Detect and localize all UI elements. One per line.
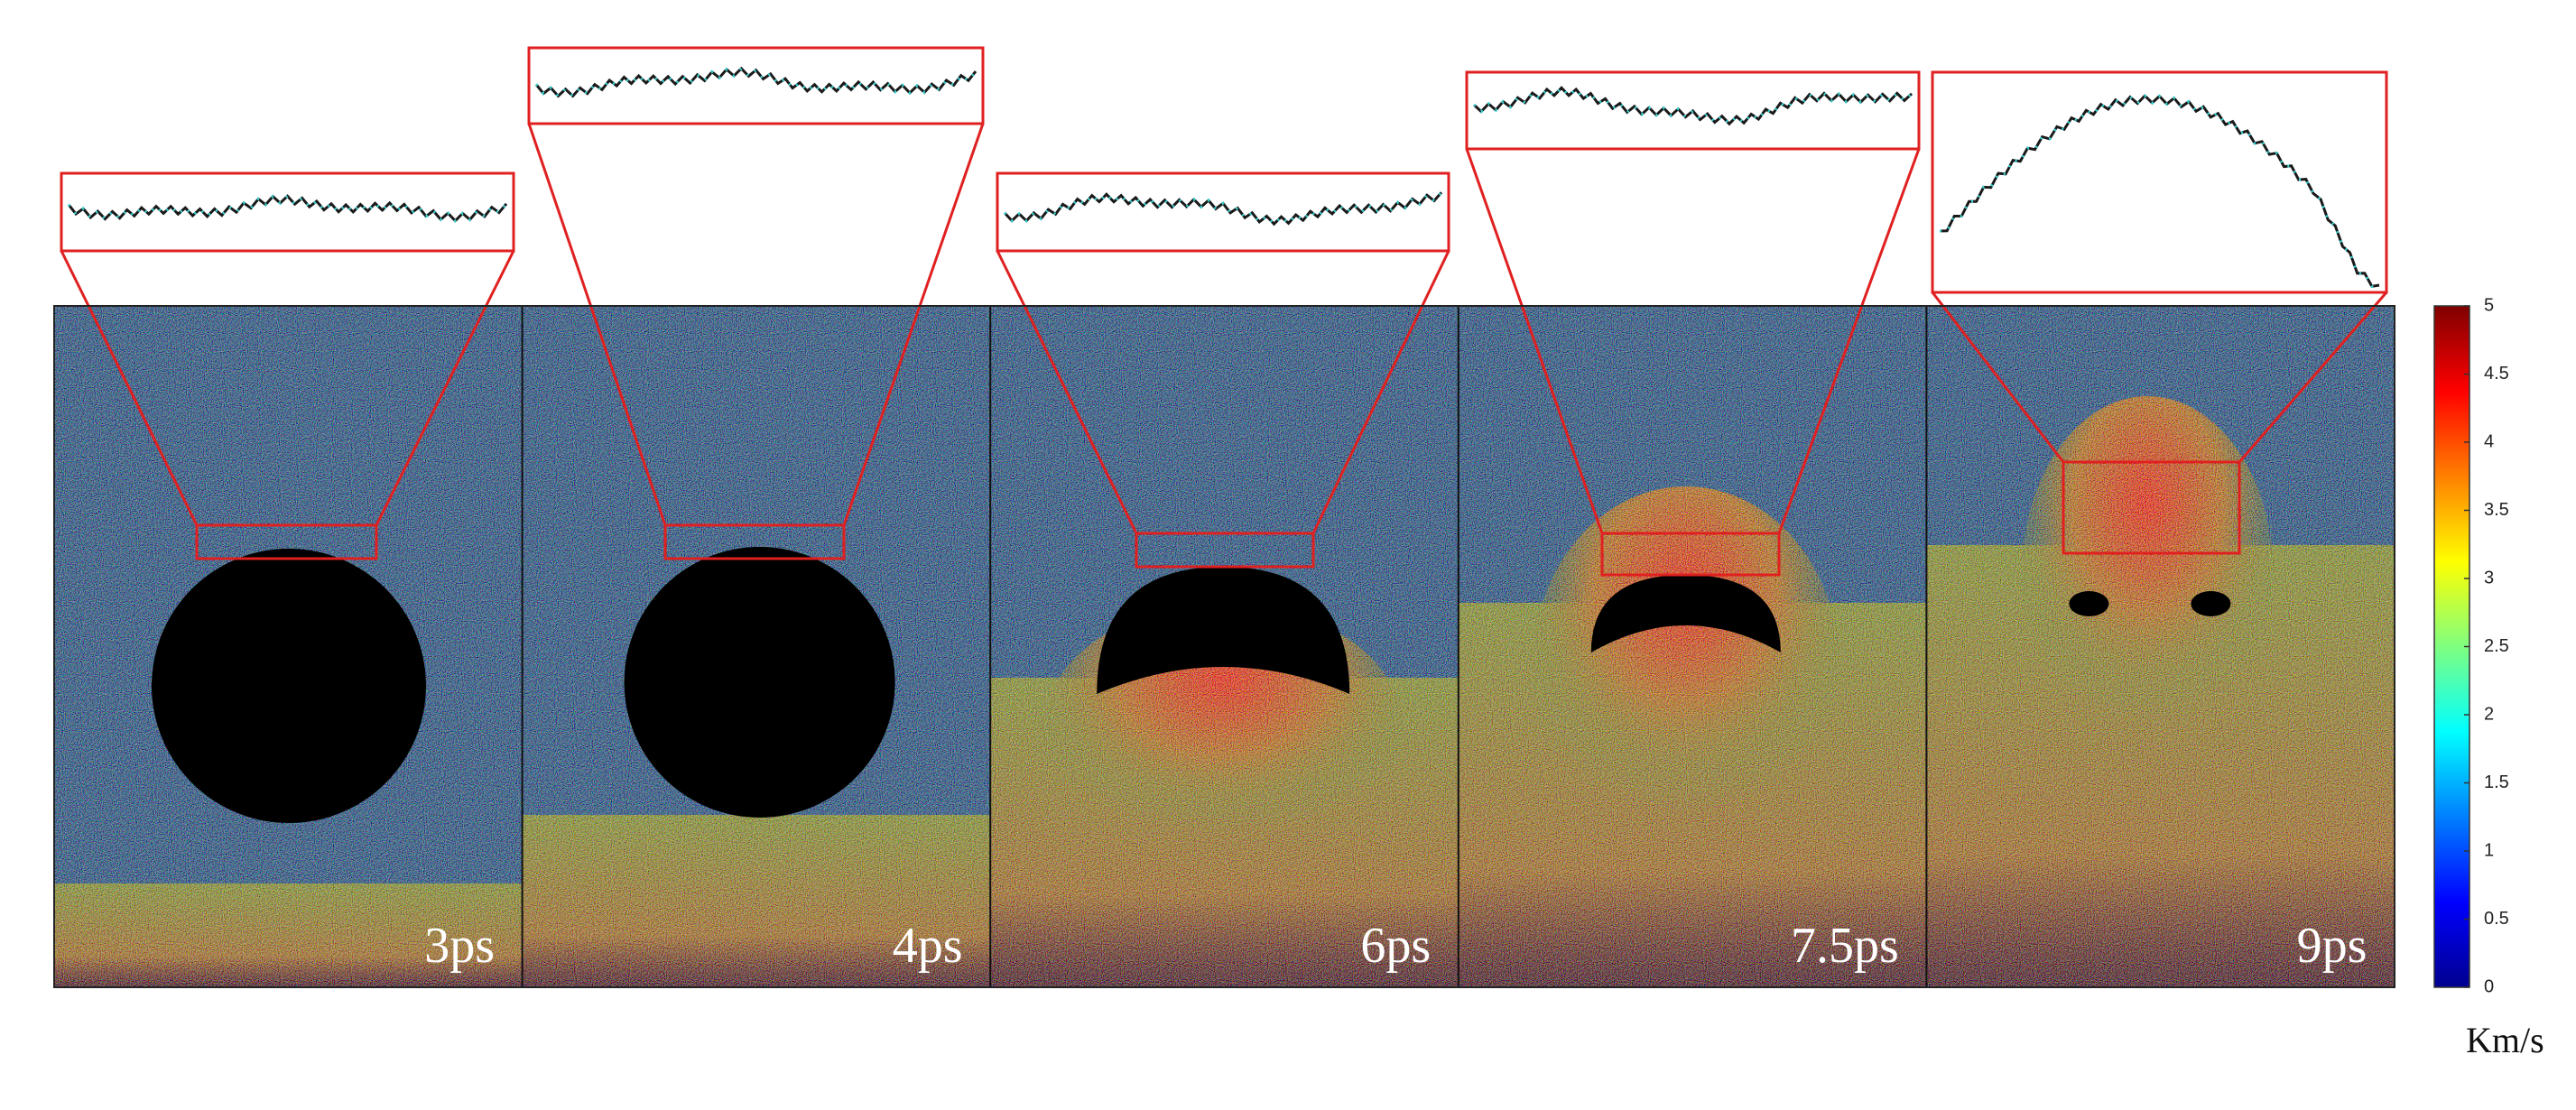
zoom-line bbox=[996, 250, 1138, 534]
colorbar-tick-label: 4.5 bbox=[2484, 364, 2509, 384]
zoom-box bbox=[2062, 460, 2241, 555]
colorbar-tick-label: 0 bbox=[2484, 976, 2494, 996]
shock-region bbox=[522, 815, 991, 987]
colorbar-tick-label: 1.5 bbox=[2484, 772, 2509, 792]
time-label: 4ps bbox=[893, 918, 963, 974]
panel: 4ps bbox=[521, 306, 991, 987]
colorbar-tick-label: 2 bbox=[2484, 704, 2494, 724]
time-label: 3ps bbox=[424, 918, 495, 974]
inset bbox=[1931, 70, 2388, 294]
colorbar bbox=[2433, 305, 2470, 988]
colorbar-tick-label: 2.5 bbox=[2484, 636, 2509, 656]
zoom-line bbox=[375, 250, 515, 526]
zoom-line bbox=[842, 123, 985, 526]
time-label: 6ps bbox=[1360, 918, 1431, 974]
zoom-line bbox=[2238, 291, 2388, 463]
void-bit bbox=[2069, 591, 2109, 616]
colorbar-tick-label: 4 bbox=[2484, 431, 2494, 451]
inset bbox=[60, 171, 515, 253]
void bbox=[152, 549, 426, 823]
zoom-box bbox=[1600, 532, 1781, 577]
zoom-box bbox=[195, 523, 378, 560]
colorbar-tick-label: 3.5 bbox=[2484, 500, 2509, 520]
panel: 9ps bbox=[1925, 306, 2395, 987]
time-label: 9ps bbox=[2297, 918, 2368, 974]
inset bbox=[996, 171, 1450, 253]
zoom-box bbox=[1135, 532, 1315, 569]
panel: 7.5ps bbox=[1457, 306, 1927, 987]
molecule-atoms bbox=[1003, 191, 1443, 227]
frame bbox=[53, 305, 2395, 988]
colorbar-tick-label: 5 bbox=[2484, 295, 2494, 315]
zoom-line bbox=[1777, 148, 1921, 534]
zoom-line bbox=[1311, 250, 1450, 534]
zoom-line bbox=[527, 123, 667, 526]
colorbar-tick-label: 1 bbox=[2484, 840, 2494, 860]
hot-zone bbox=[2021, 396, 2275, 757]
molecule-atoms bbox=[1472, 86, 1913, 126]
colorbar-tick-label: 0.5 bbox=[2484, 909, 2509, 929]
zoom-line bbox=[1465, 148, 1604, 534]
molecule-chain bbox=[67, 194, 508, 223]
shock-region bbox=[54, 883, 523, 987]
panel-field bbox=[522, 306, 991, 987]
void-cap bbox=[1590, 575, 1781, 652]
colorbar-unit: Km/s bbox=[2466, 1020, 2544, 1060]
panel-field bbox=[54, 306, 523, 987]
void-cap bbox=[1097, 567, 1350, 694]
panel: 3ps bbox=[53, 306, 523, 987]
panel-field bbox=[1926, 306, 2395, 987]
void-bit bbox=[2191, 591, 2231, 616]
zoom-line bbox=[1931, 291, 2065, 463]
panel: 6ps bbox=[989, 306, 1459, 987]
panel-field bbox=[1458, 306, 1927, 987]
zoom-box bbox=[663, 523, 846, 560]
colorbar-tick-label: 3 bbox=[2484, 568, 2494, 587]
time-label: 7.5ps bbox=[1791, 918, 1899, 974]
molecule-atoms bbox=[1939, 93, 2380, 288]
void bbox=[624, 547, 895, 818]
hot-zone bbox=[1532, 486, 1839, 847]
molecule-atoms bbox=[534, 66, 978, 98]
zoom-line bbox=[60, 250, 199, 526]
